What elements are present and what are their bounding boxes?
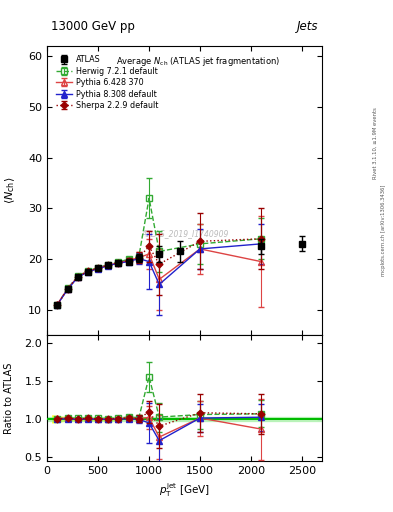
Text: mcplots.cern.ch [arXiv:1306.3436]: mcplots.cern.ch [arXiv:1306.3436] [381,185,386,276]
Text: 13000 GeV pp: 13000 GeV pp [51,20,135,33]
Text: ATLAS_2019_I1740909: ATLAS_2019_I1740909 [141,229,228,239]
Legend: ATLAS, Herwig 7.2.1 default, Pythia 6.428 370, Pythia 8.308 default, Sherpa 2.2.: ATLAS, Herwig 7.2.1 default, Pythia 6.42… [54,53,160,113]
Y-axis label: Ratio to ATLAS: Ratio to ATLAS [4,362,14,434]
Text: Jets: Jets [297,20,318,33]
Text: Average $N_{\rm ch}$ (ATLAS jet fragmentation): Average $N_{\rm ch}$ (ATLAS jet fragment… [116,55,281,68]
Y-axis label: $\langle N_{\mathrm{ch}}\rangle$: $\langle N_{\mathrm{ch}}\rangle$ [3,177,17,204]
X-axis label: $p_{\mathrm{T}}^{\mathrm{jet}}$ [GeV]: $p_{\mathrm{T}}^{\mathrm{jet}}$ [GeV] [159,481,210,499]
Text: Rivet 3.1.10, ≥1.9M events: Rivet 3.1.10, ≥1.9M events [373,108,378,179]
